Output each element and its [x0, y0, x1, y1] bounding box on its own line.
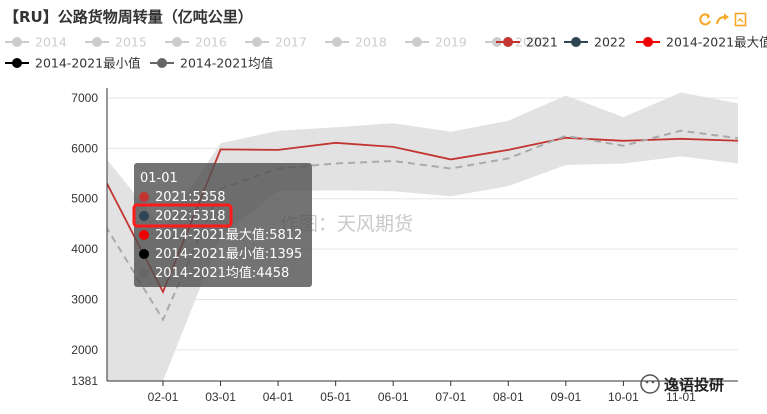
legend-label: 2019	[435, 35, 467, 50]
x-tick-label: 03-01	[205, 390, 236, 404]
y-tick-label: 3000	[71, 292, 98, 306]
legend-label: 2018	[355, 35, 387, 50]
y-tick-label: 4000	[71, 242, 98, 256]
legend-label: 2021	[526, 35, 558, 50]
tooltip-marker	[139, 211, 149, 221]
y-tick-label: 5000	[71, 192, 98, 206]
legend-item-2014-2021最大值[interactable]: 2014-2021最大值	[636, 35, 767, 50]
toolbar	[699, 12, 747, 27]
refresh-icon[interactable]	[699, 13, 711, 26]
y-tick-label: 2000	[71, 343, 98, 357]
y-axis: 1381 2000 3000 4000 5000 6000 7000	[71, 88, 108, 388]
y-tick-label: 7000	[71, 91, 98, 105]
x-tick-label: 08-01	[493, 390, 524, 404]
watermark: 作图：天风期货	[280, 213, 413, 235]
tooltip-row: 2022:5318	[132, 203, 233, 228]
legend-item-2014-2021最小值[interactable]: 2014-2021最小值	[5, 56, 141, 71]
y-tick-label: 6000	[71, 141, 98, 155]
legend-item-2014[interactable]: 2014	[5, 35, 67, 50]
legend-label: 2014-2021最小值	[35, 56, 141, 71]
tooltip-marker	[139, 268, 149, 278]
logo: 逸语投研	[640, 374, 724, 394]
tooltip-highlight-box	[132, 203, 233, 228]
x-tick-label: 06-01	[378, 390, 409, 404]
tooltip-row-text: 2014-2021均值:4458	[155, 265, 289, 281]
legend-item-2018[interactable]: 2018	[325, 35, 387, 50]
tooltip-row-text: 2014-2021最大值:5812	[155, 227, 302, 243]
legend-item-2014-2021均值[interactable]: 2014-2021均值	[150, 56, 273, 71]
legend-label: 2014-2021均值	[180, 56, 273, 71]
legend-item-2017[interactable]: 2017	[245, 35, 307, 50]
legend-label: 2014	[35, 35, 67, 50]
legend-label: 2016	[195, 35, 227, 50]
x-tick-label: 05-01	[320, 390, 351, 404]
legend-item-2016[interactable]: 2016	[165, 35, 227, 50]
wechat-icon	[640, 374, 660, 394]
x-tick-label: 04-01	[263, 390, 294, 404]
tooltip-row-text: 2014-2021最小值:1395	[155, 246, 302, 262]
x-tick-label: 10-01	[608, 390, 639, 404]
legend-label: 2022	[594, 35, 626, 50]
tooltip-row: 2014-2021均值:4458	[139, 265, 289, 281]
tooltip-row: 2014-2021最小值:1395	[139, 246, 302, 262]
x-axis: 02-01 03-01 04-01 05-01 06-01 07-01 08-01 09-01…	[107, 380, 738, 404]
tooltip-marker	[139, 230, 149, 240]
tooltip-row: 2014-2021最大值:5812	[139, 227, 302, 243]
tooltip-row-text: 2021:5358	[155, 190, 226, 205]
legend-item-2019[interactable]: 2019	[405, 35, 467, 50]
tooltip-marker	[139, 192, 149, 202]
legend-label: 2020	[515, 35, 547, 50]
y-tick-label: 1381	[71, 374, 98, 388]
legend-item-2022[interactable]: 2022	[564, 35, 626, 50]
legend-item-2015[interactable]: 2015	[85, 35, 147, 50]
chart-title: 【RU】公路货物周转量（亿吨公里）	[4, 8, 253, 26]
tooltip-rows: 2021:5358 2022:5318 2014-2021最大值:5812 2014-…	[132, 190, 302, 281]
save-image-icon[interactable]	[734, 12, 747, 27]
x-tick-label: 09-01	[550, 390, 581, 404]
legend-item-2021[interactable]: 2021	[496, 35, 558, 50]
tooltip-marker	[139, 249, 149, 259]
tooltip-header: 01-01	[140, 171, 178, 186]
x-tick-label: 07-01	[435, 390, 466, 404]
logo-text: 逸语投研	[664, 376, 724, 394]
tooltip: 01-01 2021:5358 2022:5318 2014-2021最大值:581…	[132, 163, 312, 287]
share-icon[interactable]	[716, 13, 729, 25]
x-tick-label: 02-01	[148, 390, 179, 404]
legend-label: 2015	[115, 35, 147, 50]
tooltip-row: 2021:5358	[139, 190, 226, 205]
x-tick-label: 11-01	[666, 390, 696, 404]
tooltip-row-text: 2022:5318	[155, 209, 226, 224]
legend-label: 2017	[275, 35, 307, 50]
legend-label: 2014-2021最大值	[666, 35, 767, 50]
